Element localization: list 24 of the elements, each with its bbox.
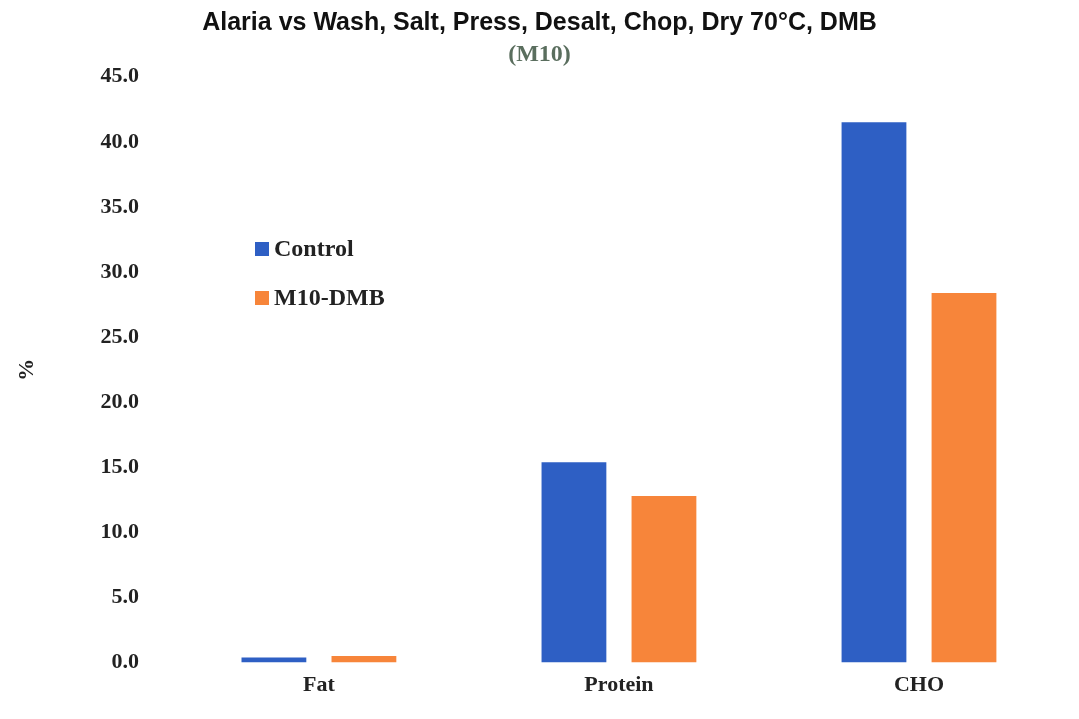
y-tick-label: 45.0 (100, 62, 139, 88)
y-tick-label: 5.0 (111, 583, 139, 609)
y-tick-label: 35.0 (100, 192, 139, 218)
bar (541, 462, 607, 663)
y-tick-label: 20.0 (100, 387, 139, 413)
y-tick-label: 25.0 (100, 322, 139, 348)
bar (931, 292, 997, 663)
y-tick-label: 15.0 (100, 453, 139, 479)
y-tick-label: 0.0 (111, 648, 139, 674)
legend-label: Control (274, 235, 354, 262)
y-tick-label: 40.0 (100, 127, 139, 153)
bar (331, 656, 397, 663)
x-tick-label: CHO (893, 671, 945, 697)
y-tick-label: 30.0 (100, 257, 139, 283)
y-tick-label: 10.0 (100, 518, 139, 544)
x-tick-label: Protein (584, 671, 654, 697)
legend-label: M10-DMB (274, 284, 385, 311)
chart-title: Alaria vs Wash, Salt, Press, Desalt, Chop, Dry 70°C, DMB (202, 6, 877, 35)
bar (841, 122, 907, 663)
bar (241, 657, 307, 663)
x-tick-label: Fat (303, 671, 336, 697)
bar (631, 495, 697, 663)
chart-subtitle: (M10) (508, 39, 571, 66)
y-axis-title: % (12, 358, 38, 381)
